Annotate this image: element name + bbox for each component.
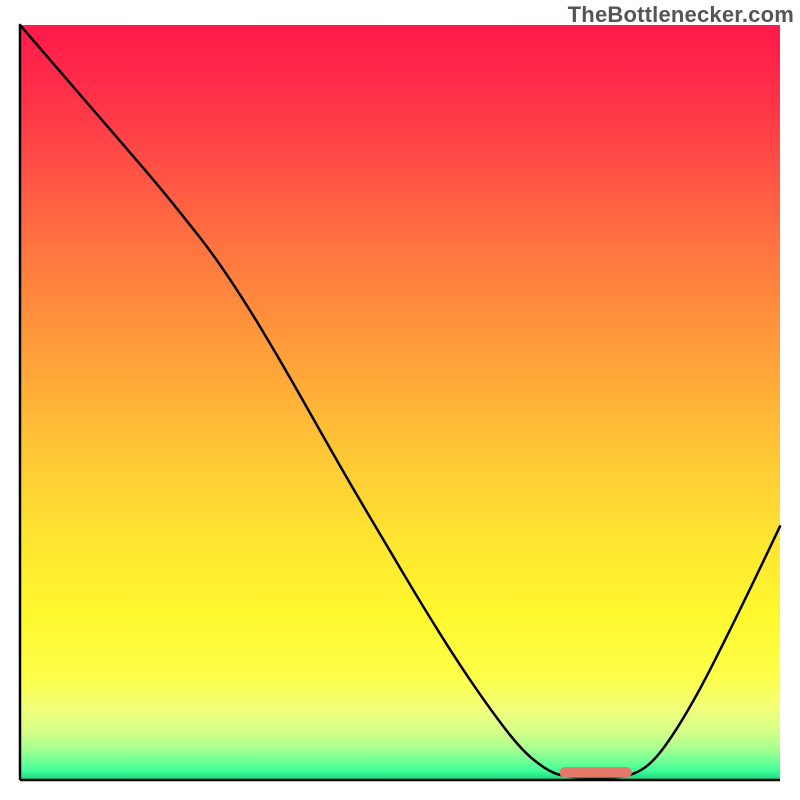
chart-svg [0,0,800,800]
plot-background [20,25,780,780]
bottleneck-chart: TheBottlenecker.com [0,0,800,800]
optimal-range-marker [560,767,632,778]
